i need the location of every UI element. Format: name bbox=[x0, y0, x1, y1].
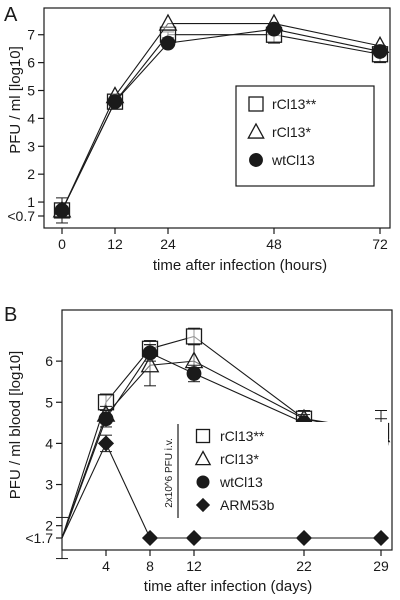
data-point bbox=[185, 529, 203, 547]
y-tick-label: 1 bbox=[27, 194, 35, 210]
data-point bbox=[54, 203, 70, 218]
data-point bbox=[141, 529, 159, 547]
legend-label: rCl13** bbox=[272, 96, 317, 112]
panel-b-x-axis-label: time after infection (days) bbox=[144, 578, 312, 595]
data-point bbox=[98, 411, 114, 427]
legend-marker bbox=[248, 96, 264, 112]
y-tick-label: 6 bbox=[45, 353, 53, 369]
legend-label: rCl13* bbox=[220, 451, 259, 467]
data-point bbox=[97, 435, 115, 452]
x-tick-label: 22 bbox=[296, 558, 312, 574]
legend-label: wtCl13 bbox=[219, 474, 263, 490]
data-point bbox=[295, 529, 313, 547]
data-point bbox=[160, 35, 176, 51]
series-line bbox=[61, 442, 381, 539]
legend-label: wtCl13 bbox=[271, 152, 315, 168]
panel-a-letter: A bbox=[4, 4, 18, 26]
y-tick-label: 5 bbox=[45, 394, 53, 410]
x-tick-label: 12 bbox=[186, 558, 202, 574]
y-tick-label: 3 bbox=[27, 138, 35, 154]
data-point bbox=[266, 21, 282, 37]
panel-a-legend-items: rCl13** rCl13* wtCl13 bbox=[247, 96, 317, 168]
legend-marker bbox=[196, 475, 210, 489]
panel-b-y-ticks: <1.72 3 4 5 6 bbox=[25, 353, 62, 546]
y-tick-label: 2 bbox=[45, 518, 53, 534]
x-tick-label: 12 bbox=[107, 236, 123, 252]
series-line bbox=[61, 23, 381, 211]
data-point bbox=[140, 355, 160, 373]
x-tick-label: 48 bbox=[266, 236, 282, 252]
data-point bbox=[372, 44, 388, 59]
panel-b: B 4 8 12 22 29 <1.72 3 4 5 6 time after infectio… bbox=[4, 304, 393, 595]
y-tick-label: 5 bbox=[27, 83, 35, 99]
x-tick-label: 8 bbox=[146, 558, 154, 574]
series-line bbox=[61, 335, 382, 539]
data-point bbox=[142, 345, 158, 361]
x-tick-label: 29 bbox=[373, 558, 389, 574]
series-filled-diamond bbox=[61, 434, 390, 547]
panel-b-frame bbox=[61, 309, 393, 551]
legend-marker bbox=[195, 497, 211, 513]
data-point bbox=[107, 94, 123, 110]
legend-marker bbox=[247, 122, 265, 139]
legend-label: rCl13* bbox=[272, 124, 311, 140]
x-tick-label: 4 bbox=[102, 558, 110, 574]
legend-marker bbox=[194, 450, 212, 466]
y-tick-label: <1.7 bbox=[25, 530, 53, 546]
data-point bbox=[185, 328, 203, 345]
panel-b-x-ticks: 4 8 12 22 29 bbox=[102, 550, 389, 574]
panel-a-x-axis-label: time after infection (hours) bbox=[153, 257, 327, 274]
y-tick-label: 7 bbox=[27, 27, 35, 43]
panel-b-legend: 2x10^6 PFU i.v. rCl13** rCl13* wtCl13 ARM53… bbox=[164, 422, 388, 520]
legend-label: rCl13** bbox=[220, 428, 265, 444]
data-point bbox=[186, 366, 202, 381]
panel-b-series bbox=[56, 327, 391, 560]
series-filled-circle bbox=[54, 21, 388, 218]
panel-a-y-axis-label: PFU / ml [log10] bbox=[7, 46, 24, 154]
y-tick-label: 6 bbox=[27, 55, 35, 71]
x-tick-label: 24 bbox=[160, 236, 176, 252]
y-tick-label: 3 bbox=[45, 477, 53, 493]
y-tick-label: <0.7 bbox=[7, 208, 35, 224]
y-tick-label: 2 bbox=[27, 166, 35, 182]
panel-a-y-ticks: <0.71 2 3 4 5 6 7 bbox=[7, 27, 44, 224]
panel-a-legend: rCl13** rCl13* wtCl13 bbox=[235, 85, 375, 187]
panel-b-y-axis-label: PFU / ml blood [log10] bbox=[7, 351, 24, 499]
legend-label: ARM53b bbox=[220, 497, 275, 513]
y-tick-label: 4 bbox=[45, 435, 53, 451]
panel-b-letter: B bbox=[4, 304, 17, 326]
panel-b-legend-items: rCl13** rCl13* wtCl13 ARM53b bbox=[194, 428, 275, 513]
data-point bbox=[372, 529, 390, 547]
legend-marker bbox=[249, 153, 263, 167]
panel-a-x-ticks: 0 12 24 48 72 bbox=[58, 228, 388, 252]
x-tick-label: 72 bbox=[372, 236, 388, 252]
panel-b-legend-note: 2x10^6 PFU i.v. bbox=[164, 438, 175, 508]
x-tick-label: 0 bbox=[58, 236, 66, 252]
data-point bbox=[158, 13, 178, 31]
panel-a-series bbox=[52, 13, 390, 224]
y-tick-label: 4 bbox=[27, 110, 35, 126]
legend-marker bbox=[195, 428, 211, 444]
panel-b-legend-box bbox=[178, 422, 388, 520]
